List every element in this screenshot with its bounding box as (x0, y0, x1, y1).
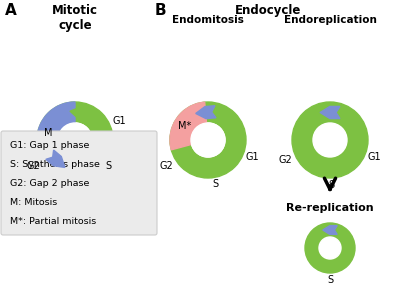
Circle shape (170, 102, 246, 178)
Text: A: A (5, 3, 17, 18)
Text: G1: Gap 1 phase: G1: Gap 1 phase (10, 141, 89, 150)
Text: Endomitosis: Endomitosis (172, 15, 244, 25)
Polygon shape (323, 226, 337, 234)
Text: Re-replication: Re-replication (286, 203, 374, 213)
Polygon shape (70, 107, 90, 121)
Polygon shape (320, 107, 340, 119)
Circle shape (191, 123, 225, 157)
Text: M*: M* (178, 121, 191, 131)
Circle shape (58, 123, 92, 157)
Text: G2: G2 (26, 161, 40, 171)
FancyBboxPatch shape (1, 131, 157, 235)
Circle shape (37, 102, 113, 178)
Text: G1: G1 (368, 152, 381, 162)
Text: S: S (328, 180, 334, 190)
Text: S: Synthesis phase: S: Synthesis phase (10, 160, 100, 169)
Text: M*: Partial mitosis: M*: Partial mitosis (10, 217, 96, 226)
Text: G2: Gap 2 phase: G2: Gap 2 phase (10, 179, 89, 188)
Text: G2: G2 (159, 161, 173, 171)
Circle shape (305, 223, 355, 273)
Polygon shape (196, 106, 216, 119)
Text: Endoreplication: Endoreplication (284, 15, 376, 25)
Text: G1: G1 (246, 152, 259, 162)
Text: Mitotic
cycle: Mitotic cycle (52, 4, 98, 32)
Circle shape (313, 123, 347, 157)
Text: B: B (155, 3, 167, 18)
Text: G2: G2 (278, 155, 292, 165)
Polygon shape (170, 102, 206, 150)
Text: M: Mitosis: M: Mitosis (10, 198, 57, 207)
Text: Endocycle: Endocycle (235, 4, 301, 17)
Circle shape (191, 123, 225, 157)
Circle shape (319, 237, 341, 259)
Text: S: S (212, 179, 219, 190)
Circle shape (58, 123, 92, 157)
Text: S: S (327, 275, 333, 285)
Text: G1: G1 (113, 116, 126, 126)
Circle shape (292, 102, 368, 178)
Polygon shape (46, 150, 65, 167)
Polygon shape (37, 102, 75, 169)
Text: S: S (106, 161, 112, 171)
Text: M: M (44, 128, 53, 138)
